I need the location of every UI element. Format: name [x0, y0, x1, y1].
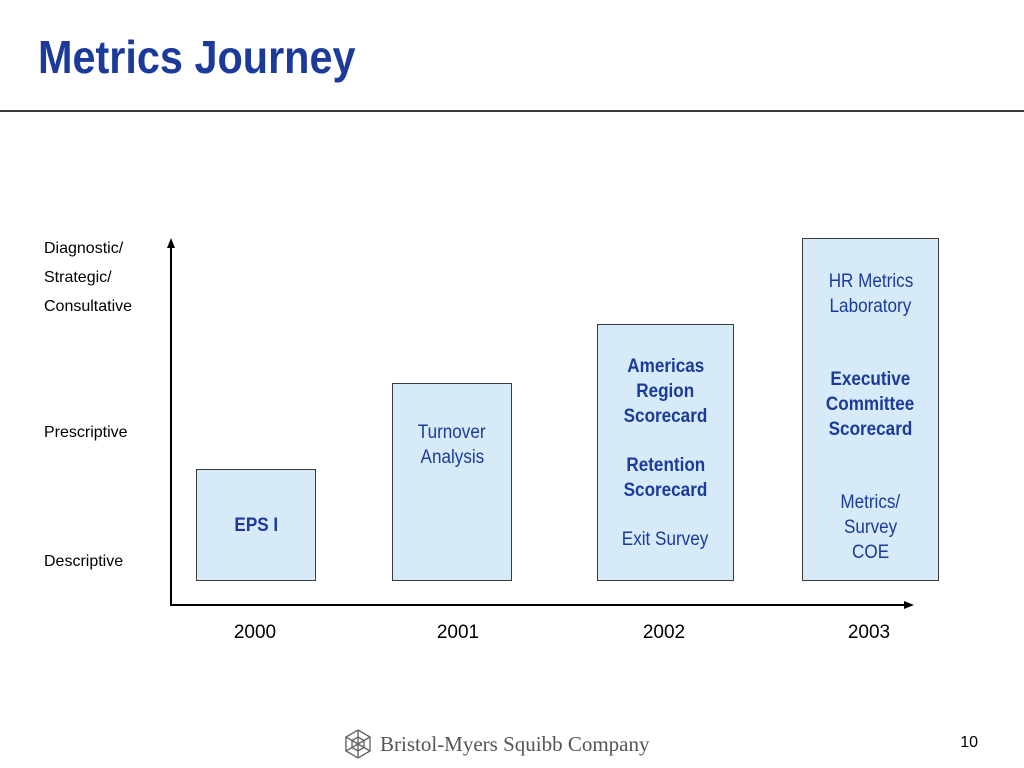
stage-item-americas-line: Region [636, 381, 695, 402]
year-label-2001: 2001 [436, 622, 480, 643]
stage-item-metrics-coe-line: Survey [843, 517, 898, 538]
stage-item-americas-line: Scorecard [623, 406, 708, 427]
stage-item-hr-metrics-line: Laboratory [829, 296, 912, 317]
company-name: Bristol-Myers Squibb Company [380, 731, 650, 756]
y-level-line: Strategic/ [44, 269, 112, 286]
stage-item-metrics-coe-line: Metrics/ [840, 492, 901, 513]
stage-item-exit-survey: Exit Survey [622, 529, 709, 550]
year-label-2002: 2002 [642, 622, 686, 643]
y-level-line: Consultative [44, 298, 133, 315]
stage-item-eps: EPS I [234, 514, 278, 536]
stage-item-retention-line: Scorecard [623, 480, 708, 501]
stage-box-2000: EPS I [196, 469, 316, 581]
slide-title: Metrics Journey [38, 31, 356, 83]
stage-item-hr-metrics-line: HR Metrics [828, 271, 913, 292]
stage-box-2002: Americas Region Scorecard Retention Scor… [597, 324, 734, 581]
stage-box-2003: HR Metrics Laboratory Executive Committe… [802, 238, 939, 581]
company-logo: Bristol-Myers Squibb Company [342, 728, 650, 760]
y-level-prescriptive: Prescriptive [44, 418, 128, 447]
y-axis-arrow-icon [167, 238, 175, 248]
y-level-line: Diagnostic/ [44, 240, 124, 257]
stage-item-turnover-line: Analysis [420, 447, 484, 468]
stage-item-retention-line: Retention [626, 455, 705, 476]
year-label-2003: 2003 [847, 622, 891, 643]
y-level-descriptive: Descriptive [44, 547, 123, 576]
y-level-line: Prescriptive [44, 424, 128, 441]
y-level-line: Descriptive [44, 553, 124, 570]
stage-item-metrics-coe-line: COE [851, 542, 890, 563]
stage-item-executive-line: Scorecard [828, 419, 913, 440]
stage-box-2001: Turnover Analysis [392, 383, 512, 581]
stage-item-executive-line: Committee [826, 394, 915, 415]
stage-item-executive-line: Executive [830, 369, 911, 390]
y-level-diagnostic: Diagnostic/ Strategic/ Consultative [44, 234, 132, 321]
bms-logo-icon [345, 729, 371, 759]
page-number: 10 [960, 734, 978, 751]
x-axis-arrow-icon [904, 601, 914, 609]
title-divider [0, 110, 1024, 112]
stage-item-turnover-line: Turnover [418, 422, 486, 443]
stage-item-americas-line: Americas [626, 356, 705, 377]
year-label-2000: 2000 [233, 622, 277, 643]
